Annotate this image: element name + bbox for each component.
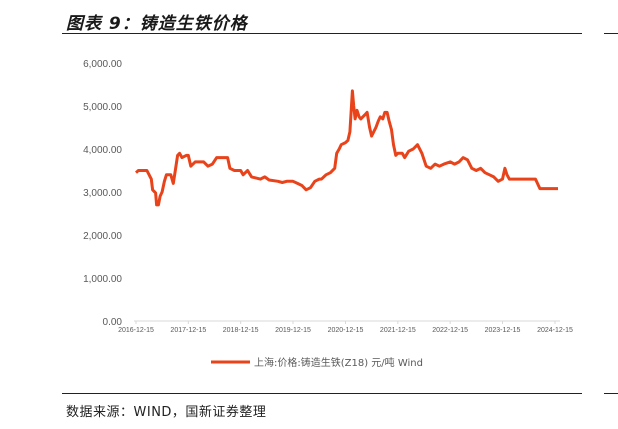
x-tick-label: 2023-12-15 [485, 327, 521, 334]
y-tick-label: 2,000.00 [83, 231, 122, 242]
top-rule [62, 33, 582, 34]
bottom-rule [62, 393, 582, 394]
series-line-cast-iron-price [134, 89, 558, 207]
x-tick-label: 2016-12-15 [118, 327, 154, 334]
y-axis: 0.00 1,000.00 2,000.00 3,000.00 4,000.00 5,00… [83, 59, 122, 328]
bottom-rule-stub [604, 393, 618, 394]
top-rule-stub [604, 33, 618, 34]
x-tick-label: 2022-12-15 [432, 327, 468, 334]
y-tick-label: 1,000.00 [83, 274, 122, 285]
x-tick-label: 2020-12-15 [328, 327, 364, 334]
x-axis: 2016-12-15 2017-12-15 2018-12-15 2019-12-15… [118, 320, 573, 334]
figure-title: 图表 9：铸造生铁价格 [66, 14, 248, 34]
source-note: 数据来源：WIND，国新证券整理 [66, 405, 267, 420]
legend-label: 上海:价格:铸造生铁(Z18) 元/吨 Wind [254, 356, 423, 369]
x-tick-label: 2017-12-15 [170, 327, 206, 334]
x-tick-label: 2019-12-15 [275, 327, 311, 334]
legend: 上海:价格:铸造生铁(Z18) 元/吨 Wind [211, 356, 423, 369]
x-tick-label: 2018-12-15 [223, 327, 259, 334]
y-tick-label: 0.00 [103, 317, 123, 328]
y-tick-label: 3,000.00 [83, 188, 122, 199]
x-tick-label: 2024-12-15 [537, 327, 573, 334]
x-tick-label: 2021-12-15 [380, 327, 416, 334]
y-tick-label: 4,000.00 [83, 145, 122, 156]
y-tick-label: 5,000.00 [83, 102, 122, 113]
y-tick-label: 6,000.00 [83, 59, 122, 70]
